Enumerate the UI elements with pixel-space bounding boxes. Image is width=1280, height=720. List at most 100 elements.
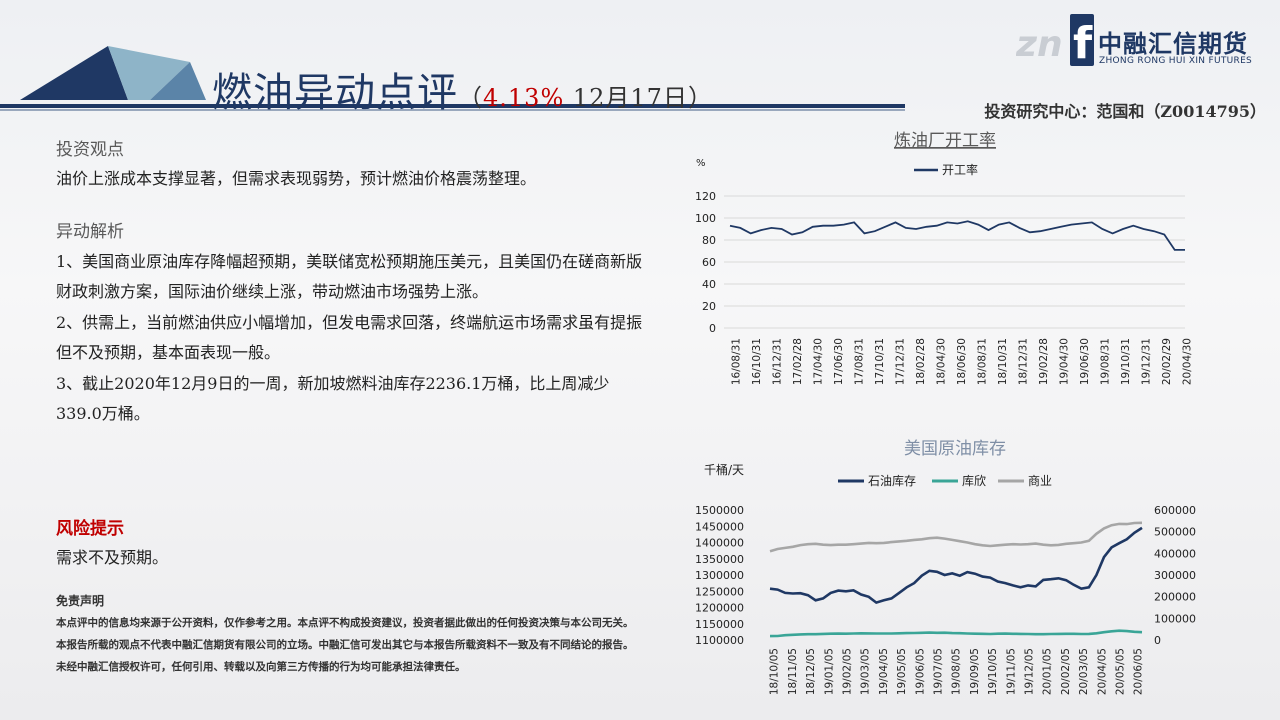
chart2-xtick-label: 19/07/05 (932, 648, 944, 695)
chart1-xtick-label: 20/04/30 (1182, 338, 1194, 385)
logo-name-cn: 中融汇信期货 (1098, 30, 1248, 58)
analysis-panel: 投资观点 油价上涨成本支撑显著，但需求表现弱势，预计燃油价格震荡整理。 异动解析… (56, 136, 646, 430)
author-label: 投资研究中心：范国和（Z0014795） (984, 102, 1266, 121)
chart2-ytick-label: 1400000 (695, 537, 744, 550)
chart2-ylabel: 千桶/天 (704, 462, 744, 477)
chart2-y2tick-label: 200000 (1154, 591, 1196, 604)
chart1-xtick-label: 16/12/31 (772, 338, 784, 385)
chart1-ytick-label: 0 (709, 322, 716, 335)
chart1-xtick-label: 18/04/30 (936, 338, 948, 385)
chart2-y2tick-label: 100000 (1154, 612, 1196, 625)
chart1-xtick-label: 19/08/31 (1100, 338, 1112, 385)
chart2-xtick-label: 19/12/05 (1023, 648, 1035, 695)
company-logo: zn f (1016, 14, 1094, 69)
header-decoration (0, 46, 905, 111)
analysis-point-2: 2、供需上，当前燃油供应小幅增加，但发电需求回落，终端航运市场需求虽有提振但不及… (56, 312, 643, 363)
chart2-ytick-label: 1300000 (695, 569, 744, 582)
chart1-xtick-label: 16/08/31 (731, 338, 743, 385)
analysis-point-1: 1、美国商业原油库存降幅超预期，美联储宽松预期施压美元，且美国仍在磋商新版财政刺… (56, 251, 643, 302)
chart1-xtick-label: 17/04/30 (813, 338, 825, 385)
chart2-legend-label: 石油库存 (868, 473, 916, 488)
view-text: 油价上涨成本支撑显著，但需求表现弱势，预计燃油价格震荡整理。 (56, 169, 537, 188)
chart2-xtick-label: 19/03/05 (860, 648, 872, 695)
chart2-xtick-label: 19/05/05 (896, 648, 908, 695)
chart2-xtick-label: 18/11/05 (787, 648, 799, 695)
chart2-xtick-label: 20/06/05 (1133, 648, 1145, 695)
chart2-xtick-label: 19/11/05 (1005, 648, 1017, 695)
chart2-ytick-label: 1500000 (695, 504, 744, 517)
chart2-xtick-label: 19/08/05 (951, 648, 963, 695)
chart1-xtick-label: 17/06/30 (833, 338, 845, 385)
chart1-xtick-label: 19/06/30 (1079, 338, 1091, 385)
disclaimer-title: 免责声明 (56, 594, 105, 608)
risk-text: 需求不及预期。 (56, 548, 169, 567)
chart2-y2tick-label: 400000 (1154, 547, 1196, 560)
chart2-legend-label: 商业 (1028, 473, 1052, 488)
svg-text:f: f (1073, 18, 1093, 69)
chart2-ytick-label: 1200000 (695, 602, 744, 615)
analysis-title: 异动解析 (56, 221, 124, 242)
chart1-xtick-label: 19/10/31 (1120, 338, 1132, 385)
logo-name-en: ZHONG RONG HUI XIN FUTURES (1099, 56, 1253, 66)
chart2-xtick-label: 19/10/05 (987, 648, 999, 695)
chart2-xtick-label: 19/06/05 (914, 648, 926, 695)
chart1-xtick-label: 18/10/31 (997, 338, 1009, 385)
chart2-xtick-label: 20/03/05 (1078, 648, 1090, 695)
chart1-xtick-label: 16/10/31 (751, 338, 763, 385)
chart2-xtick-label: 18/10/05 (769, 648, 781, 695)
chart1-title: 炼油厂开工率 (894, 131, 996, 151)
chart2-xtick-label: 19/09/05 (969, 648, 981, 695)
risk-title: 风险提示 (56, 519, 124, 539)
chart2-series-line (769, 629, 1143, 638)
chart1-ytick-label: 80 (702, 234, 716, 247)
chart2-series-line (769, 526, 1143, 605)
chart1-xtick-label: 18/12/31 (1018, 338, 1030, 385)
chart1-xtick-label: 19/02/28 (1038, 338, 1050, 385)
chart2-xtick-label: 18/12/05 (805, 648, 817, 695)
us-crude-inventory-chart: 美国原油库存 千桶/天 石油库存 库欣 商业 1100000 1150000 12000… (695, 439, 1196, 695)
view-title: 投资观点 (56, 140, 124, 160)
chart1-ytick-label: 100 (695, 212, 716, 225)
refinery-rate-chart: 炼油厂开工率 % 开工率 0 20 40 60 80 100 120 16/08/31 16/… (695, 131, 1194, 385)
chart1-xtick-label: 20/02/29 (1161, 338, 1173, 385)
chart2-y2tick-label: 500000 (1154, 526, 1196, 539)
chart1-xtick-label: 19/12/31 (1141, 338, 1153, 385)
chart1-ylabel: % (696, 158, 706, 169)
chart1-ytick-label: 120 (695, 190, 716, 203)
chart2-xtick-label: 20/05/05 (1114, 648, 1126, 695)
analysis-point-3: 3、截止2020年12月9日的一周，新加坡燃料油库存2236.1万桶，比上周减少… (56, 373, 610, 424)
chart2-y2tick-label: 600000 (1154, 504, 1196, 517)
chart2-xtick-label: 20/04/05 (1096, 648, 1108, 695)
chart2-xtick-label: 19/02/05 (841, 648, 853, 695)
chart2-xtick-label: 20/01/05 (1042, 648, 1054, 695)
chart2-ytick-label: 1150000 (695, 618, 744, 631)
chart2-ytick-label: 1250000 (695, 585, 744, 598)
chart2-ytick-label: 1350000 (695, 553, 744, 566)
chart2-y2tick-label: 300000 (1154, 569, 1196, 582)
chart1-legend-label: 开工率 (942, 162, 978, 177)
chart1-series-line (729, 220, 1185, 251)
chart1-xtick-label: 18/08/31 (977, 338, 989, 385)
chart2-xtick-label: 20/02/05 (1060, 648, 1072, 695)
chart1-ytick-label: 40 (702, 278, 716, 291)
chart2-series-line (769, 521, 1143, 553)
chart1-xtick-label: 17/02/28 (792, 338, 804, 385)
chart2-ytick-label: 1450000 (695, 520, 744, 533)
chart2-legend-label: 库欣 (962, 473, 986, 488)
chart2-y2tick-label: 0 (1154, 634, 1161, 647)
chart1-xtick-label: 18/02/28 (915, 338, 927, 385)
chart1-xtick-label: 19/04/30 (1059, 338, 1071, 385)
svg-text:zn: zn (1016, 24, 1063, 65)
chart1-xtick-label: 17/12/31 (895, 338, 907, 385)
page-title: 燃油异动点评（4.13% 12月17日） (212, 70, 713, 116)
chart1-xtick-label: 17/10/31 (874, 338, 886, 385)
chart1-ytick-label: 20 (702, 300, 716, 313)
chart1-xtick-label: 18/06/30 (956, 338, 968, 385)
chart2-title: 美国原油库存 (904, 439, 1006, 459)
chart1-xtick-label: 17/08/31 (854, 338, 866, 385)
chart2-xtick-label: 19/04/05 (878, 648, 890, 695)
disclaimer-text: 本点评中的信息均来源于公开资料，仅作参考之用。本点评不构成投资建议，投资者据此做… (56, 617, 634, 673)
chart2-ytick-label: 1100000 (695, 634, 744, 647)
chart1-ytick-label: 60 (702, 256, 716, 269)
